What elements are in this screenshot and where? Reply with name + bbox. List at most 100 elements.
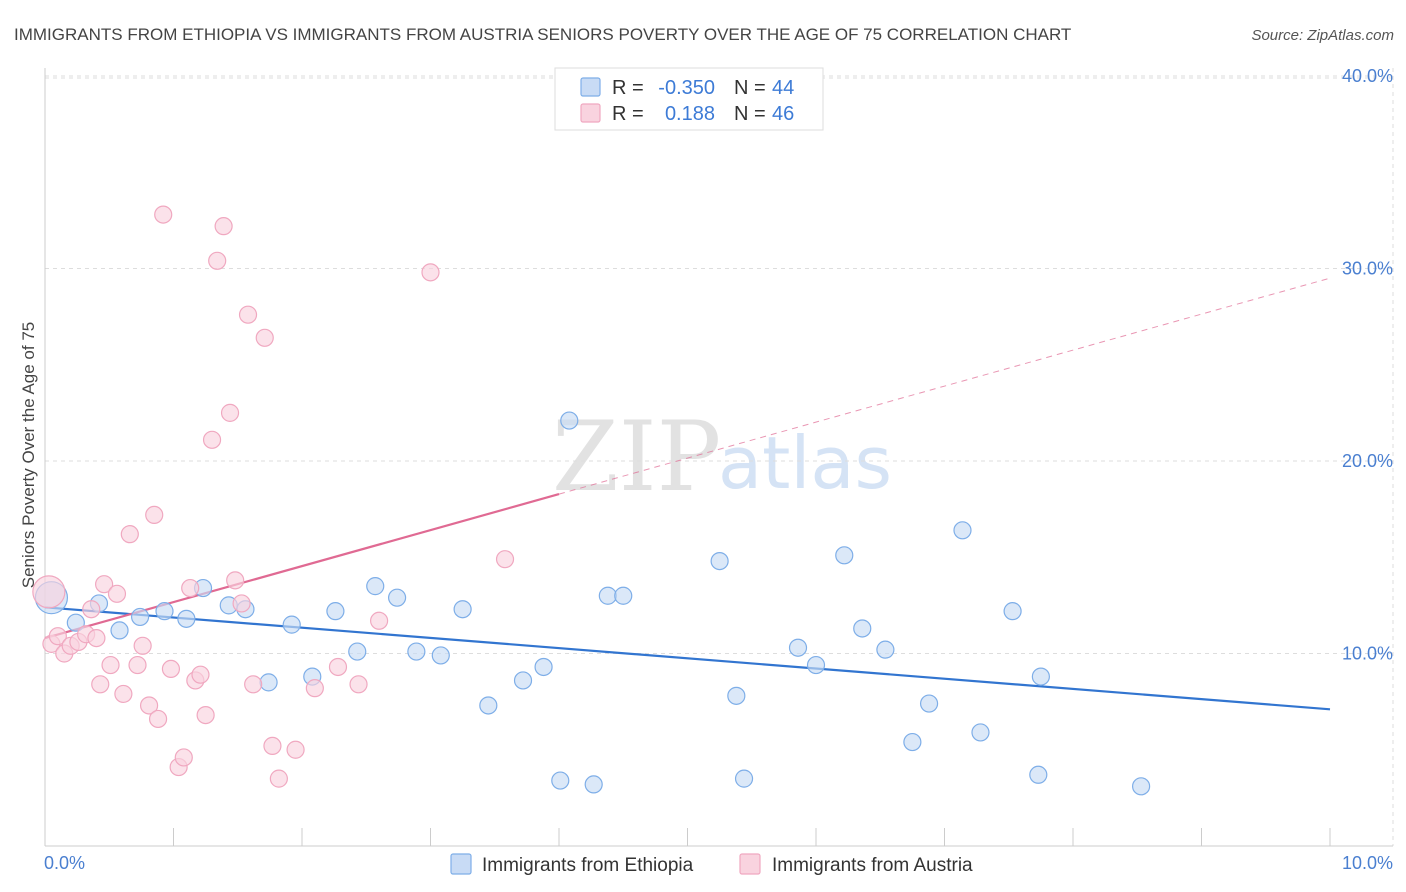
austria-point <box>174 748 193 767</box>
chart-title: IMMIGRANTS FROM ETHIOPIA VS IMMIGRANTS F… <box>14 25 1071 44</box>
y-axis-label: Seniors Poverty Over the Age of 75 <box>19 322 38 588</box>
ethiopia-point <box>598 586 617 605</box>
stats-n-label-austria: N = <box>734 103 766 125</box>
ethiopia-point <box>806 655 826 675</box>
ethiopia-point <box>551 771 570 790</box>
austria-point <box>32 575 66 609</box>
ethiopia-point <box>560 411 579 430</box>
austria-point <box>263 736 282 756</box>
austria-point <box>305 679 324 698</box>
austria-point <box>370 611 389 630</box>
ethiopia-point <box>387 588 407 607</box>
ethiopia-point <box>282 615 301 634</box>
ethiopia-point <box>876 640 895 659</box>
austria-point <box>238 305 258 324</box>
austria-point <box>82 600 101 619</box>
austria-point <box>107 584 127 603</box>
series-legend: Immigrants from Ethiopia Immigrants from… <box>450 853 973 876</box>
trend-lines <box>44 277 1331 711</box>
ethiopia-point <box>479 696 498 715</box>
ethiopia-point <box>1003 602 1022 621</box>
chart-source: Source: ZipAtlas.com <box>1251 27 1394 44</box>
austria-point <box>286 740 305 759</box>
austria-point <box>101 655 120 675</box>
austria-point <box>226 571 245 590</box>
x-axis-ticks <box>44 828 1331 846</box>
austria-point <box>328 657 348 677</box>
ethiopia-point <box>348 642 367 661</box>
stats-r-label-austria: R = <box>612 103 644 125</box>
austria-point <box>269 769 288 788</box>
legend-label-ethiopia: Immigrants from Ethiopia <box>482 855 694 876</box>
ethiopia-point <box>710 551 729 571</box>
ethiopia-point <box>734 769 754 788</box>
data-points <box>32 205 1151 796</box>
austria-point <box>495 550 515 569</box>
legend-swatch-ethiopia <box>450 853 472 875</box>
ethiopia-point <box>971 723 990 742</box>
legend-label-austria: Immigrants from Austria <box>772 855 973 876</box>
x-tick-label-min: 0.0% <box>44 853 85 873</box>
austria-point <box>139 696 159 715</box>
ethiopia-point <box>835 546 854 565</box>
stats-swatch-austria <box>580 103 601 123</box>
austria-point <box>202 430 222 449</box>
ethiopia-point <box>155 602 174 621</box>
austria-point <box>191 665 210 684</box>
y-tick-label: 30.0% <box>1342 259 1393 279</box>
austria-point <box>128 655 147 675</box>
austria-point <box>181 578 200 598</box>
axes <box>44 68 1393 847</box>
watermark-atlas: atlas <box>718 421 892 505</box>
ethiopia-point <box>727 686 746 705</box>
ethiopia-point <box>177 609 196 628</box>
ethiopia-point <box>853 619 872 638</box>
stats-n-value-ethiopia: 44 <box>772 77 794 99</box>
legend-swatch-austria <box>739 853 761 875</box>
ethiopia-point <box>903 732 922 752</box>
watermark: ZIP atlas <box>552 401 892 513</box>
austria-point <box>133 636 152 655</box>
austria-point <box>232 594 251 613</box>
y-axis-tick-labels: 10.0% 20.0% 30.0% 40.0% <box>1342 66 1393 664</box>
ethiopia-point <box>788 638 808 657</box>
stats-n-label-ethiopia: N = <box>734 77 766 99</box>
austria-point <box>255 328 274 347</box>
austria-point <box>349 675 368 694</box>
austria-point <box>87 628 106 648</box>
ethiopia-point <box>110 621 129 640</box>
austria-point <box>161 659 181 679</box>
ethiopia-point <box>1132 777 1151 796</box>
ethiopia-point <box>453 600 472 619</box>
y-tick-label: 20.0% <box>1342 451 1393 471</box>
ethiopia-point <box>66 613 85 632</box>
austria-point <box>148 709 168 729</box>
stats-r-value-ethiopia: -0.350 <box>658 77 715 99</box>
ethiopia-point <box>407 642 426 661</box>
ethiopia-point <box>259 673 278 692</box>
y-tick-label: 40.0% <box>1342 66 1393 86</box>
austria-point <box>214 217 233 236</box>
austria-point <box>244 675 263 694</box>
austria-point <box>48 627 67 646</box>
ethiopia-point <box>584 775 603 794</box>
ethiopia-point <box>130 607 150 627</box>
austria-point <box>95 575 114 594</box>
ethiopia-point <box>1031 667 1050 686</box>
austria-point <box>220 403 240 422</box>
ethiopia-point <box>534 657 553 677</box>
ethiopia-point <box>614 586 633 605</box>
austria-point <box>91 675 110 694</box>
stats-r-label-ethiopia: R = <box>612 77 644 99</box>
ethiopia-point <box>366 577 385 596</box>
stats-legend: R = -0.350 N = 44 R = 0.188 N = 46 <box>554 67 824 131</box>
austria-point <box>421 263 440 282</box>
austria-trend-line <box>44 493 560 640</box>
stats-n-value-austria: 46 <box>772 103 794 125</box>
austria-trend-extension <box>558 277 1331 495</box>
ethiopia-point <box>919 694 939 713</box>
ethiopia-point <box>513 671 533 690</box>
austria-point <box>120 525 139 544</box>
austria-point <box>114 684 133 704</box>
